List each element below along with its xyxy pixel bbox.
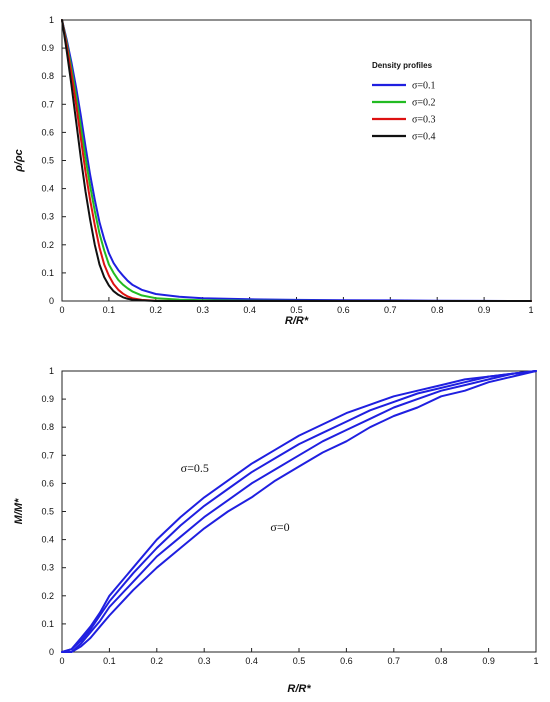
legend-entry: σ=0.1 <box>412 81 436 92</box>
y-tick-label: 0.7 <box>41 450 54 460</box>
series-line-4 <box>61 370 537 653</box>
x-tick-label: 0.8 <box>435 656 448 666</box>
y-tick-label: 0 <box>49 296 54 306</box>
x-tick-label: 0.3 <box>198 656 211 666</box>
x-tick-label: 0.9 <box>478 305 491 315</box>
x-tick-label: 0.1 <box>103 656 116 666</box>
y-tick-label: 0 <box>49 647 54 657</box>
series-line-4 <box>61 19 532 302</box>
chart-2: 0 0.1 0.2 0.3 0.4 0.5 0.6 0.7 0.8 0.9 1 0 0.1 0.2 0.3 0… <box>13 366 539 695</box>
x-tick-label: 0.7 <box>384 305 397 315</box>
legend-entry: σ=0.3 <box>412 115 436 126</box>
series-line-3 <box>61 19 532 302</box>
y-tick-label: 0.3 <box>41 212 54 222</box>
legend-entry: σ=0.2 <box>412 98 436 109</box>
x-tick-label: 0.2 <box>151 656 164 666</box>
y-tick-label: 0.8 <box>41 422 54 432</box>
x-tick-label: 0.6 <box>340 656 353 666</box>
y-tick-label: 0.3 <box>41 563 54 573</box>
chart-1: 0 0.1 0.2 0.3 0.4 0.5 0.6 0.7 0.8 0.9 1 0 0.1 0.2 0.3 0… <box>13 15 534 327</box>
y-tick-label: 1 <box>49 366 54 376</box>
x-axis-label: R/R* <box>285 315 309 327</box>
x-tick-label: 0 <box>59 305 64 315</box>
series-line-2 <box>61 370 537 653</box>
y-tick-label: 0.8 <box>41 71 54 81</box>
y-axis-label: M/M* <box>13 498 25 524</box>
y-tick-label: 0.1 <box>41 619 54 629</box>
legend: Density profiles σ=0.1 σ=0.2 σ=0.3 σ=0.4 <box>372 61 436 143</box>
x-tick-label: 0.9 <box>482 656 495 666</box>
legend-entry: σ=0.4 <box>412 132 436 143</box>
y-tick-label: 0.2 <box>41 591 54 601</box>
y-tick-label: 0.6 <box>41 478 54 488</box>
legend-title: Density profiles <box>372 61 433 70</box>
y-tick-label: 0.4 <box>41 535 54 545</box>
y-axis-label: ρ/ρc <box>13 149 25 173</box>
y-tick-label: 0.7 <box>41 99 54 109</box>
annotation-label: σ=0 <box>270 520 289 534</box>
y-tick-label: 0.9 <box>41 43 54 53</box>
y-tick-label: 0.1 <box>41 268 54 278</box>
x-tick-label: 0 <box>59 656 64 666</box>
y-tick-label: 0.6 <box>41 127 54 137</box>
x-tick-label: 1 <box>528 305 533 315</box>
series-line-2 <box>61 19 532 302</box>
annotation-label: σ=0.5 <box>181 461 209 475</box>
x-tick-label: 0.8 <box>431 305 444 315</box>
x-tick-label: 0.4 <box>243 305 256 315</box>
y-tick-label: 0.4 <box>41 184 54 194</box>
y-tick-label: 1 <box>49 15 54 25</box>
y-tick-label: 0.5 <box>41 156 54 166</box>
y-tick-label: 0.9 <box>41 394 54 404</box>
x-tick-label: 0.1 <box>103 305 116 315</box>
x-tick-label: 0.2 <box>150 305 163 315</box>
x-axis-label: R/R* <box>287 683 311 695</box>
series-line-3 <box>61 370 537 653</box>
x-tick-label: 0.5 <box>293 656 306 666</box>
x-tick-label: 1 <box>533 656 538 666</box>
x-tick-label: 0.3 <box>196 305 209 315</box>
x-tick-label: 0.7 <box>388 656 401 666</box>
series-line-1 <box>61 370 537 653</box>
plot-frame <box>61 19 532 302</box>
x-tick-label: 0.6 <box>337 305 350 315</box>
series-line-1 <box>61 19 532 302</box>
x-tick-label: 0.5 <box>290 305 303 315</box>
plot-frame <box>61 370 537 653</box>
y-tick-label: 0.5 <box>41 507 54 517</box>
y-tick-label: 0.2 <box>41 240 54 250</box>
x-tick-label: 0.4 <box>245 656 258 666</box>
